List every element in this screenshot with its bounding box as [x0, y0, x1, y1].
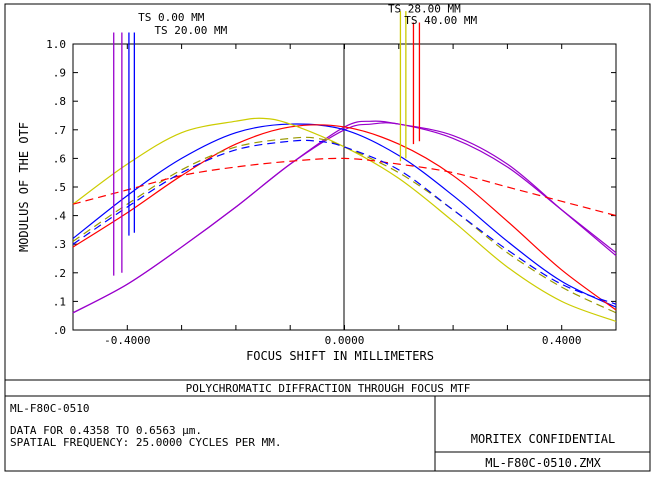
mtf-series-line — [72, 117, 617, 322]
y-tick-label: .7 — [53, 124, 66, 137]
x-tick-label: 0.4000 — [542, 334, 582, 347]
outer-frame — [4, 3, 651, 472]
field-label: TS 28.00 MM — [388, 3, 461, 16]
wavelength-line: DATA FOR 0.4358 TO 0.6563 µm. — [10, 424, 202, 437]
frequency-line: SPATIAL FREQUENCY: 25.0000 CYCLES PER MM… — [10, 436, 282, 449]
y-tick-label: .8 — [53, 95, 66, 108]
y-tick-label: .9 — [53, 67, 66, 80]
y-tick-label: .4 — [53, 210, 67, 223]
mtf-series-line — [72, 136, 617, 314]
y-tick-label: .3 — [53, 238, 66, 251]
y-tick-label: 1.0 — [46, 38, 66, 51]
footer-title: POLYCHROMATIC DIFFRACTION THROUGH FOCUS … — [186, 382, 471, 395]
y-tick-label: .2 — [53, 267, 66, 280]
x-tick-label: 0.0000 — [325, 334, 365, 347]
field-label: TS 20.00 MM — [154, 24, 227, 37]
y-tick-label: .6 — [53, 152, 66, 165]
y-axis-label: MODULUS OF THE OTF — [17, 122, 31, 252]
mtf-series-line — [72, 157, 617, 217]
x-axis-label: FOCUS SHIFT IN MILLIMETERS — [246, 349, 434, 363]
confidential-label: MORITEX CONFIDENTIAL — [471, 432, 616, 446]
mtf-series-line — [72, 139, 617, 305]
y-tick-label: .1 — [53, 295, 66, 308]
mtf-series-line — [72, 124, 617, 311]
field-label: TS 0.00 MM — [138, 11, 205, 24]
file-name: ML-F80C-0510.ZMX — [485, 456, 601, 470]
y-tick-label: .5 — [53, 181, 66, 194]
lens-name: ML-F80C-0510 — [10, 402, 89, 415]
mtf-series-line — [72, 123, 617, 308]
field-label: TS 40.00 MM — [404, 14, 477, 27]
x-tick-label: -0.4000 — [104, 334, 150, 347]
y-tick-label: .0 — [53, 324, 66, 337]
mtf-series-line — [72, 122, 617, 314]
